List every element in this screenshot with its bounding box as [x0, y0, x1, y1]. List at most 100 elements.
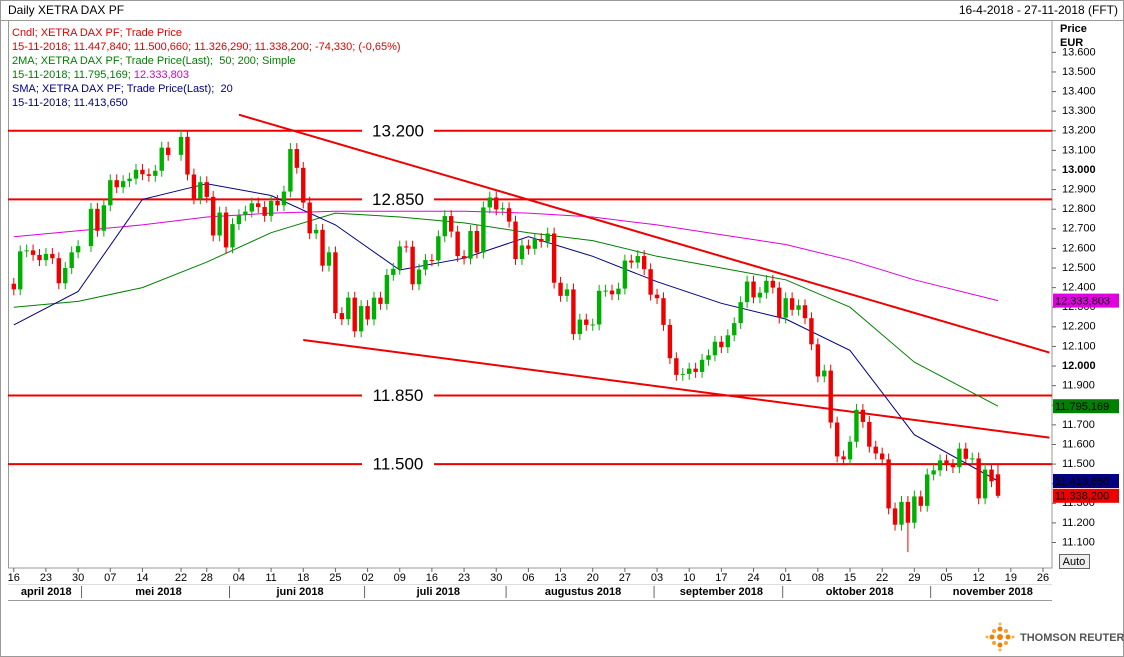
candle-body — [654, 294, 660, 299]
month-label: juli 2018 — [416, 586, 460, 598]
legend-text: 15-11-2018; 11.413,650 — [12, 97, 128, 109]
candle-body — [352, 297, 357, 332]
candle-body — [545, 233, 550, 242]
auto-button[interactable] — [1059, 554, 1090, 569]
x-tick-label: 30 — [490, 572, 502, 584]
candle-body — [371, 297, 377, 320]
candle-body — [590, 324, 595, 326]
candle-body — [687, 368, 692, 374]
candle-body — [95, 208, 100, 231]
candle-body — [970, 458, 975, 460]
candle-body — [455, 231, 460, 257]
candle-body — [925, 474, 930, 506]
y-tick-label: 12.500 — [1062, 262, 1096, 274]
level-label: 11.500 — [373, 455, 424, 474]
candle-body — [30, 250, 36, 255]
x-tick-label: 18 — [297, 572, 309, 584]
candle-body — [429, 259, 435, 261]
candle-body — [944, 460, 949, 466]
candle-body — [301, 167, 306, 203]
candle-body — [243, 211, 248, 216]
candle-body — [873, 446, 878, 454]
candle-body — [892, 508, 898, 525]
candle-body — [789, 298, 795, 310]
candle-body — [262, 207, 267, 216]
x-tick-label: 11 — [265, 572, 276, 584]
y-tick-label: 12.700 — [1062, 223, 1096, 235]
y-tick-label: 12.900 — [1062, 184, 1096, 196]
value-tag: 11.795,169 — [1055, 401, 1109, 413]
x-tick-label: 02 — [361, 572, 373, 584]
x-tick-label: 05 — [940, 572, 952, 584]
month-label: augustus 2018 — [545, 586, 621, 598]
x-tick-label: 14 — [136, 572, 148, 584]
candle-body — [37, 254, 42, 261]
candle-body — [957, 448, 962, 468]
candle-body — [449, 216, 454, 232]
y-tick-label: 13.500 — [1062, 66, 1096, 78]
candle-body — [822, 370, 827, 377]
candle-body — [165, 147, 171, 155]
x-tick-label: 30 — [72, 572, 84, 584]
candle-body — [268, 200, 274, 216]
candle-body — [982, 469, 988, 499]
candle-body — [191, 174, 197, 199]
y-tick-label: 12.600 — [1062, 242, 1096, 254]
legend-text: Cndl; XETRA DAX PF; Trade Price — [12, 27, 182, 39]
plot-area — [8, 20, 1053, 569]
x-tick-label: 27 — [619, 572, 631, 584]
candle-body — [88, 208, 94, 247]
candle-body — [133, 169, 139, 179]
value-tag: 11.338,200 — [1055, 491, 1109, 503]
candle-body — [551, 233, 557, 283]
plot: 13.200 12.850 11.850 11.500 — [8, 113, 1052, 553]
x-tick-label: 29 — [908, 572, 920, 584]
candle-body — [69, 252, 74, 269]
y-axis-title: Price — [1060, 23, 1087, 35]
month-label: oktober 2018 — [826, 586, 894, 598]
candle-body — [506, 208, 512, 222]
candle-body — [519, 245, 525, 260]
candle-body — [140, 169, 145, 175]
candle-body — [841, 456, 846, 460]
candle-body — [777, 287, 782, 318]
candle-body — [474, 230, 480, 253]
candle-body — [114, 180, 119, 188]
candle-body — [146, 174, 152, 176]
candle-body — [712, 341, 718, 356]
candle-body — [120, 181, 126, 188]
candle-body — [661, 298, 666, 325]
value-tag-bg — [1053, 488, 1119, 503]
candle-body — [436, 236, 441, 261]
candle-body — [912, 496, 917, 523]
candle-body — [236, 215, 242, 225]
level-label-bg — [362, 385, 434, 406]
month-label: mei 2018 — [135, 586, 181, 598]
x-tick-label: 13 — [554, 572, 566, 584]
auto-button-label[interactable]: Auto — [1063, 556, 1086, 568]
candle-body — [288, 149, 293, 192]
candle-body — [751, 281, 756, 298]
y-tick-label: 13.300 — [1062, 105, 1096, 117]
candle-body — [526, 245, 531, 249]
candle-body — [56, 258, 62, 284]
candle-body — [725, 335, 731, 348]
candle-body — [384, 274, 390, 304]
x-tick-label: 01 — [780, 572, 792, 584]
candle-body — [346, 297, 351, 320]
candle-body — [468, 230, 473, 259]
y-tick-label: 12.400 — [1062, 282, 1096, 294]
candle-body — [899, 501, 904, 525]
moving-average-line — [13, 212, 999, 407]
candle-body — [275, 200, 280, 206]
chart-title: Daily XETRA DAX PF — [8, 3, 124, 17]
y-tick-label: 13.000 — [1062, 164, 1096, 176]
level-label: 11.850 — [373, 386, 424, 405]
y-tick-label: 12.800 — [1062, 203, 1096, 215]
y-tick-label: 12.000 — [1062, 360, 1096, 372]
date-range: 16-4-2018 - 27-11-2018 (FFT) — [959, 3, 1118, 17]
legend-row: 15-11-2018; 11.795,169; 12.333,803 — [12, 69, 189, 81]
x-tick-label: 22 — [175, 572, 187, 584]
candle-body — [931, 470, 936, 475]
moving-average-line — [13, 183, 999, 482]
